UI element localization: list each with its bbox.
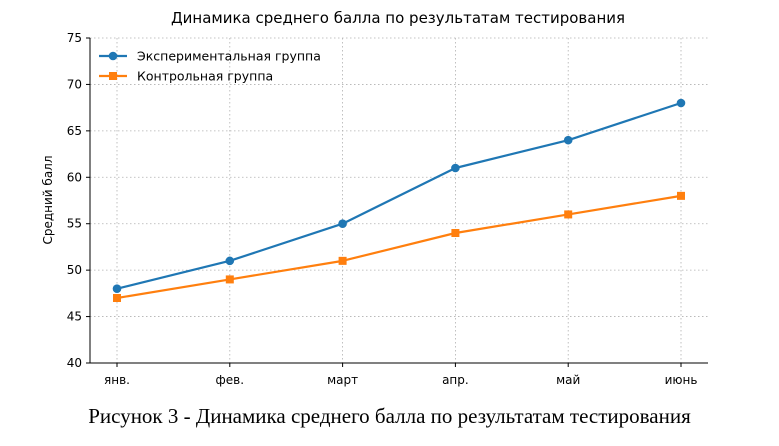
- legend-marker-0: [108, 51, 118, 61]
- series-0-point-2: [338, 219, 347, 229]
- x-tick-label-0: янв.: [104, 373, 130, 387]
- legend-label-0: Экспериментальная группа: [137, 49, 321, 64]
- series-0-point-0: [112, 284, 122, 294]
- series-1-point-0: [113, 294, 121, 302]
- y-axis-label: Средний балл: [41, 155, 55, 244]
- y-tick-label-1: 45: [67, 310, 82, 324]
- x-tick-label-5: июнь: [665, 373, 698, 387]
- chart-title: Динамика среднего балла по результатам т…: [171, 9, 625, 27]
- series-0-point-3: [451, 163, 460, 173]
- y-tick-label-6: 70: [67, 77, 82, 91]
- series-0-point-1: [225, 256, 235, 266]
- y-tick-label-2: 50: [67, 263, 82, 277]
- axes: [89, 38, 708, 364]
- series-1-point-5: [677, 191, 685, 200]
- x-tick-label-3: апр.: [442, 373, 469, 387]
- y-tick-label-7: 75: [67, 31, 82, 45]
- series-0-point-5: [676, 98, 686, 108]
- x-tick-label-4: май: [556, 373, 580, 387]
- series-1-point-3: [451, 229, 460, 237]
- legend: Экспериментальная группа Контрольная груп…: [99, 49, 321, 84]
- series-group: [112, 98, 686, 302]
- line-chart: Динамика среднего балла по результатам т…: [41, 9, 708, 387]
- y-tick-label-0: 40: [67, 356, 82, 370]
- x-tick-label-2: март: [327, 373, 358, 387]
- series-1-point-4: [564, 210, 573, 219]
- series-1-point-1: [225, 275, 234, 284]
- series-line-0: [115, 101, 683, 290]
- figure-caption: Рисунок 3 - Динамика среднего балла по р…: [88, 404, 691, 428]
- x-tick-label-1: фев.: [216, 373, 245, 387]
- y-tick-label-4: 60: [67, 170, 82, 184]
- series-line-1: [115, 194, 683, 300]
- legend-label-1: Контрольная группа: [137, 69, 273, 84]
- series-0-point-4: [563, 135, 573, 145]
- y-tick-label-3: 55: [67, 217, 82, 231]
- y-axis-ticks: 40 45 50 55 60 65 70 75: [67, 31, 90, 370]
- legend-marker-1: [109, 72, 117, 80]
- grid: [90, 37, 708, 364]
- x-axis-ticks: янв. фев. март апр. май июнь: [104, 363, 697, 387]
- series-1-point-2: [338, 256, 347, 265]
- y-tick-label-5: 65: [67, 124, 82, 138]
